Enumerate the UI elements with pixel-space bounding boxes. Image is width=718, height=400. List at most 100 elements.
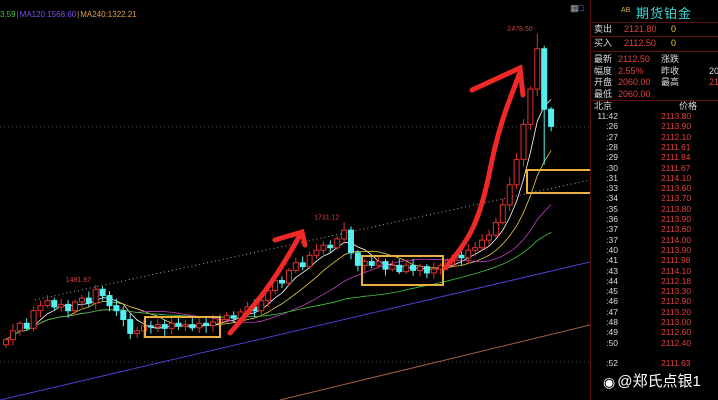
candle-up — [430, 268, 437, 274]
candle-up — [37, 305, 44, 312]
tick-price: 2113.20 — [661, 306, 692, 317]
candle-up — [92, 288, 99, 304]
tick-row: :34 2113.70 — [591, 193, 718, 203]
extreme-price-label: 1481.97 — [66, 277, 91, 284]
candle-down — [368, 261, 375, 266]
tick-price: 2112.40 — [661, 337, 692, 348]
ma10-line — [5, 150, 552, 341]
ma60-line — [5, 231, 552, 341]
extreme-price-label: 1731.12 — [314, 214, 339, 221]
candle-down — [65, 303, 72, 312]
stat-value: 21 — [709, 77, 718, 87]
tick-row: :47 2113.20 — [591, 307, 718, 317]
stat-row: 幅度 2.55% 昨收 20 — [591, 65, 718, 77]
tick-time: :40 — [606, 244, 618, 255]
tick-price: 2111.61 — [661, 141, 691, 152]
tick-price: 2114.00 — [661, 234, 692, 245]
candle-down — [458, 254, 465, 259]
candlestick-chart[interactable]: 1481.97 1731.12 2478.50 — [0, 0, 590, 400]
tick-price: 2111.98 — [661, 255, 691, 266]
tick-price: 2112.10 — [661, 131, 692, 142]
divider — [591, 36, 718, 37]
tick-row: :37 2114.00 — [591, 235, 718, 245]
candle-up — [527, 88, 534, 125]
grid-icon[interactable]: ▦ — [570, 3, 579, 13]
tick-time: :41 — [606, 255, 618, 266]
tick-price: 2111.84 — [661, 152, 691, 163]
tick-time: :31 — [606, 172, 618, 183]
tick-row: :48 2113.00 — [591, 317, 718, 327]
extreme-price-label: 2478.50 — [507, 26, 532, 33]
price-header: 价格 — [679, 101, 698, 111]
ma240-label: MA240:1322.21 — [80, 10, 137, 19]
stat-label: 最低 — [594, 88, 613, 99]
tick-price: 2113.30 — [661, 286, 692, 297]
tick-time: :30 — [606, 162, 618, 173]
tick-time: :34 — [606, 193, 618, 204]
candle-down — [113, 305, 120, 312]
candle-up — [9, 330, 16, 341]
stat-label: 幅度 — [594, 65, 613, 76]
tick-price: 2113.90 — [661, 244, 692, 255]
candle-down — [327, 244, 334, 249]
tick-time: :48 — [606, 317, 618, 327]
watermark: ◉ @郑氏点银1 — [603, 373, 701, 391]
tick-row: :29 2111.84 — [591, 152, 718, 162]
buy-row[interactable]: 买入 2112.50 0 — [591, 37, 718, 49]
tick-time: :46 — [606, 296, 618, 307]
candle-up — [210, 321, 216, 326]
candle-down — [106, 295, 113, 307]
stat-label: 涨跌 — [661, 54, 680, 64]
candle-up — [58, 303, 65, 308]
candle-down — [120, 310, 127, 321]
candle-up — [479, 239, 486, 249]
consolidation-box — [361, 255, 444, 286]
candle-up — [465, 249, 472, 259]
tick-time: :44 — [606, 275, 618, 286]
candle-up — [223, 315, 230, 321]
candle-down — [348, 229, 354, 254]
tick-price: 2111.63 — [661, 358, 691, 369]
tick-price: 2113.80 — [661, 203, 692, 214]
tick-row: :27 2112.10 — [591, 132, 718, 142]
candle-up — [134, 330, 141, 334]
tick-price: 2113.60 — [661, 224, 692, 235]
candle-down — [541, 48, 548, 110]
tick-row: :31 2114.10 — [591, 173, 718, 183]
layout-icons[interactable]: ▦□ — [570, 3, 584, 14]
sell-row[interactable]: 卖出 2121.80 0 — [591, 23, 718, 35]
tick-time: :43 — [606, 265, 618, 276]
tick-row: :45 2113.30 — [591, 286, 718, 296]
candle-up — [320, 244, 327, 251]
sell-price: 2121.80 — [624, 24, 657, 34]
candle-down — [410, 264, 417, 271]
stat-value: 20 — [709, 65, 718, 76]
weibo-logo-icon: ◉ — [603, 374, 616, 390]
candle-up — [16, 322, 23, 332]
tick-time: :50 — [606, 337, 618, 348]
candle-up — [258, 300, 265, 312]
candle-up — [361, 261, 368, 266]
stat-value: 2060.00 — [618, 88, 651, 99]
candle-down — [175, 322, 182, 327]
tick-price: 2113.00 — [661, 317, 692, 327]
tick-row: :49 2112.60 — [591, 327, 718, 337]
ma-separator: | — [16, 10, 19, 19]
tick-row: :40 2113.90 — [591, 245, 718, 255]
tick-row: :50 2112.40 — [591, 338, 718, 348]
red-arrow — [227, 228, 308, 336]
candle-up — [403, 264, 410, 273]
tick-time: :27 — [606, 131, 618, 142]
badge: AB — [621, 7, 631, 14]
red-arrow — [442, 64, 526, 271]
window-icon[interactable]: □ — [578, 3, 584, 13]
tick-row: :43 2114.10 — [591, 266, 718, 276]
quote-panel: AB 期货铂金 卖出 2121.80 0 买入 2112.50 0 最新 211… — [590, 0, 718, 400]
candle-up — [534, 48, 541, 90]
tick-row: 11:42 2113.80 — [591, 111, 718, 121]
tick-row: :46 2112.90 — [591, 296, 718, 306]
tick-row: :26 2113.90 — [591, 121, 718, 131]
candle-down — [548, 108, 555, 127]
sell-qty: 0 — [671, 24, 677, 34]
sell-label: 卖出 — [594, 24, 613, 34]
